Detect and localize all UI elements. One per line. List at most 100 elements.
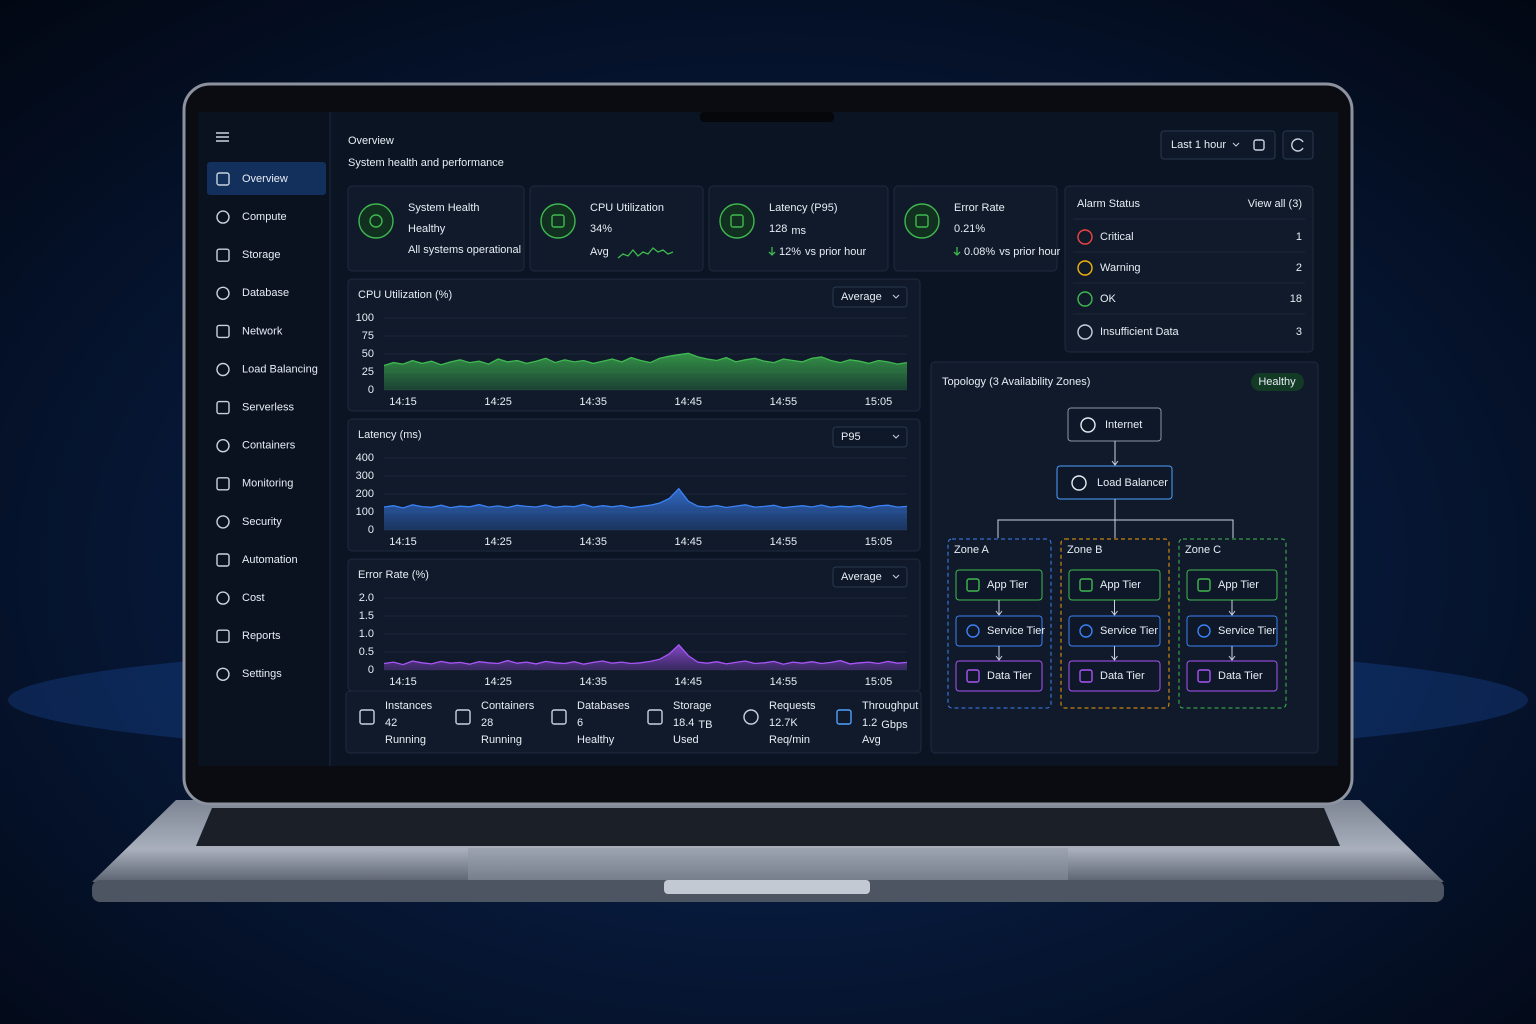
connector <box>1228 600 1236 616</box>
connector <box>995 646 1003 661</box>
chevron <box>892 434 900 439</box>
icon <box>216 515 230 529</box>
kpi-icon <box>358 203 394 239</box>
icon <box>216 324 230 339</box>
nav-item[interactable]: Network <box>242 325 283 337</box>
nav-item[interactable]: Security <box>242 516 282 528</box>
nav-item[interactable]: Compute <box>242 211 287 223</box>
tier-label: App Tier <box>1218 579 1259 591</box>
kpi-icon <box>904 203 940 239</box>
refresh-icon <box>1291 138 1304 152</box>
icon <box>1079 578 1093 592</box>
icon <box>647 709 663 725</box>
nav-item[interactable]: Overview <box>242 173 288 185</box>
y-tick-label: 0 <box>368 524 374 536</box>
kpi-note: vs prior hour <box>999 246 1060 258</box>
y-tick-label: 25 <box>362 366 374 378</box>
alarm-link[interactable]: View all (3) <box>1248 198 1302 210</box>
icon <box>1079 669 1093 683</box>
kpi-value: Healthy <box>408 223 446 235</box>
stats-bar <box>345 690 922 754</box>
nav-item[interactable]: Cost <box>242 592 265 604</box>
line <box>383 643 908 666</box>
stat-note: Healthy <box>577 734 615 746</box>
kpi-card <box>347 185 525 272</box>
y-tick-label: 100 <box>356 312 374 324</box>
nav-item[interactable]: Settings <box>242 668 282 680</box>
chart-selector[interactable] <box>832 286 908 308</box>
kpi-label: Error Rate <box>954 202 1005 214</box>
icon <box>369 214 383 228</box>
camera-notch <box>700 112 834 122</box>
icon <box>216 286 230 300</box>
icon <box>551 709 567 725</box>
stat-value: 1.2 <box>862 717 877 729</box>
nav-item[interactable]: Load Balancing <box>242 363 318 375</box>
y-tick-label: 400 <box>356 452 374 464</box>
page-subtitle: System health and performance <box>348 157 504 169</box>
menu-icon[interactable] <box>216 132 229 142</box>
y-tick-label: 0 <box>368 384 374 396</box>
x-tick-label: 14:15 <box>389 396 417 408</box>
alarm-count: 18 <box>1290 293 1302 305</box>
icon <box>216 591 230 605</box>
nav-item[interactable]: Storage <box>242 249 281 261</box>
stat-unit: TB <box>698 719 712 731</box>
icon <box>1253 139 1265 151</box>
chart-selector[interactable] <box>832 426 908 448</box>
alarm-label: Insufficient Data <box>1100 326 1180 338</box>
zone <box>947 538 1052 709</box>
nav-item[interactable]: Serverless <box>242 402 294 414</box>
chart-selector-label[interactable]: Average <box>841 571 882 583</box>
icon <box>216 629 230 643</box>
sidebar <box>198 112 330 766</box>
y-tick-label: 200 <box>356 488 374 500</box>
nav-item[interactable]: Database <box>242 287 289 299</box>
stat-note: Used <box>673 734 699 746</box>
chart-title: CPU Utilization (%) <box>358 289 452 301</box>
refresh-button[interactable] <box>1282 130 1314 160</box>
tier-label: Service Tier <box>987 625 1045 637</box>
icon <box>216 362 230 377</box>
time-range-dropdown[interactable] <box>1160 130 1276 160</box>
icon <box>1080 417 1096 433</box>
alarm-title: Alarm Status <box>1077 198 1140 210</box>
keyboard <box>196 808 1340 846</box>
kpi-card <box>529 185 704 272</box>
chart-selector-label[interactable]: Average <box>841 291 882 303</box>
kpi-change: 12% <box>779 246 801 258</box>
kpi-change: 0.08% <box>964 246 995 258</box>
area <box>384 353 907 390</box>
icon <box>836 709 852 725</box>
stat-value: 12.7K <box>769 717 798 729</box>
chart-selector[interactable] <box>832 566 908 588</box>
icon <box>216 477 230 491</box>
stat-label: Databases <box>577 700 630 712</box>
nav-item[interactable]: Monitoring <box>242 478 293 490</box>
time-range[interactable]: Last 1 hour <box>1171 139 1226 151</box>
stat-label: Instances <box>385 700 433 712</box>
x-tick-label: 14:55 <box>770 396 798 408</box>
alarm-count: 1 <box>1296 231 1302 243</box>
kpi-icon <box>540 203 576 239</box>
status-pill <box>1251 373 1304 391</box>
nav-item[interactable]: Containers <box>242 440 296 452</box>
chart-selector-label[interactable]: P95 <box>841 431 861 443</box>
x-tick-label: 14:25 <box>484 396 512 408</box>
nav-item[interactable]: Reports <box>242 630 281 642</box>
area <box>384 644 907 670</box>
icon <box>915 214 929 228</box>
connector <box>1111 646 1118 661</box>
stat-note: Avg <box>862 734 881 746</box>
x-tick-label: 14:45 <box>675 676 703 688</box>
icon <box>216 667 230 681</box>
sparkline <box>617 247 674 259</box>
icon <box>1077 324 1093 340</box>
nav-item[interactable]: Automation <box>242 554 298 566</box>
alarm-panel <box>1064 185 1314 353</box>
down-arrow <box>953 247 961 256</box>
stat-note: Req/min <box>769 734 810 746</box>
tier <box>1186 660 1278 692</box>
node-label: Load Balancer <box>1097 477 1168 489</box>
icon <box>966 669 980 683</box>
